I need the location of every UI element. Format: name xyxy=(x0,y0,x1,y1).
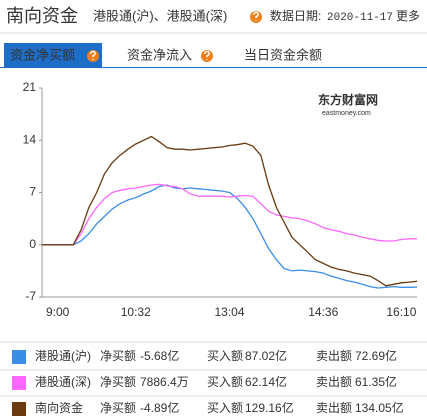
watermark: eastmoney.com xyxy=(322,110,371,117)
stat-value: -4.89亿 xyxy=(140,400,179,415)
legend-swatch[interactable] xyxy=(12,402,26,416)
tabs: 资金净买额 资金净流入 当日资金余额 xyxy=(10,47,322,62)
chart: 东方财富网 eastmoney.com -7 0 7 14 21 9:00 10:32 13:04… xyxy=(23,80,418,319)
help-glyph xyxy=(253,11,259,21)
y-tick-label: -7 xyxy=(25,289,36,303)
x-tick-label: 16:10 xyxy=(386,305,416,319)
stat-label: 净买额 xyxy=(100,349,136,363)
stat-value: 87.02亿 xyxy=(245,348,287,363)
watermark: 东方财富网 xyxy=(318,92,378,107)
date-label: 数据日期: xyxy=(270,8,321,23)
x-tick-label: 9:00 xyxy=(46,305,70,319)
active-tab[interactable] xyxy=(4,43,102,67)
help-glyph xyxy=(90,50,96,60)
series-line xyxy=(42,183,418,246)
y-tick-label: 21 xyxy=(23,80,37,94)
x-tick-label: 14:36 xyxy=(308,305,338,319)
y-tick-label: 7 xyxy=(29,185,36,199)
stat-value: 72.69亿 xyxy=(355,348,397,363)
x-tick-label: 13:04 xyxy=(214,305,244,319)
stat-value: 62.14亿 xyxy=(245,374,287,389)
stat-value: -5.68亿 xyxy=(140,348,179,363)
tab[interactable]: 资金净买额 xyxy=(10,47,75,62)
stat-label: 卖出额 xyxy=(316,349,352,363)
stat-value: 7886.4万 xyxy=(140,375,189,389)
legend-name[interactable]: 港股通(沪) xyxy=(35,349,91,363)
tab[interactable]: 资金净流入 xyxy=(127,47,192,62)
stat-label: 净买额 xyxy=(100,401,136,415)
stat-value: 134.05亿 xyxy=(355,400,404,415)
x-tick-label: 10:32 xyxy=(121,305,151,319)
stat-label: 卖出额 xyxy=(316,375,352,389)
stat-label: 买入额 xyxy=(207,401,243,415)
stat-label: 买入额 xyxy=(207,375,243,389)
tab[interactable]: 当日资金余额 xyxy=(244,47,322,62)
stat-label: 买入额 xyxy=(207,349,243,363)
legend-name[interactable]: 港股通(深) xyxy=(35,375,91,389)
legend-name[interactable]: 南向资金 xyxy=(35,400,83,415)
legend-swatch[interactable] xyxy=(12,350,26,364)
stat-label: 卖出额 xyxy=(316,401,352,415)
subtitle: 港股通(沪)、港股通(深) xyxy=(93,8,227,23)
title: 南向资金 xyxy=(6,6,78,26)
stat-value: 61.35亿 xyxy=(355,374,397,389)
date: 2020-11-17 xyxy=(327,12,393,24)
legend-swatch[interactable] xyxy=(12,376,26,390)
more-link[interactable]: 更多 xyxy=(396,9,420,23)
y-tick-label: 0 xyxy=(29,237,36,251)
series-line xyxy=(42,135,418,287)
stat-value: 129.16亿 xyxy=(245,400,294,415)
stat-label: 净买额 xyxy=(100,375,136,389)
help-glyph xyxy=(204,50,210,60)
y-tick-label: 14 xyxy=(23,132,37,146)
series-line xyxy=(42,184,418,289)
